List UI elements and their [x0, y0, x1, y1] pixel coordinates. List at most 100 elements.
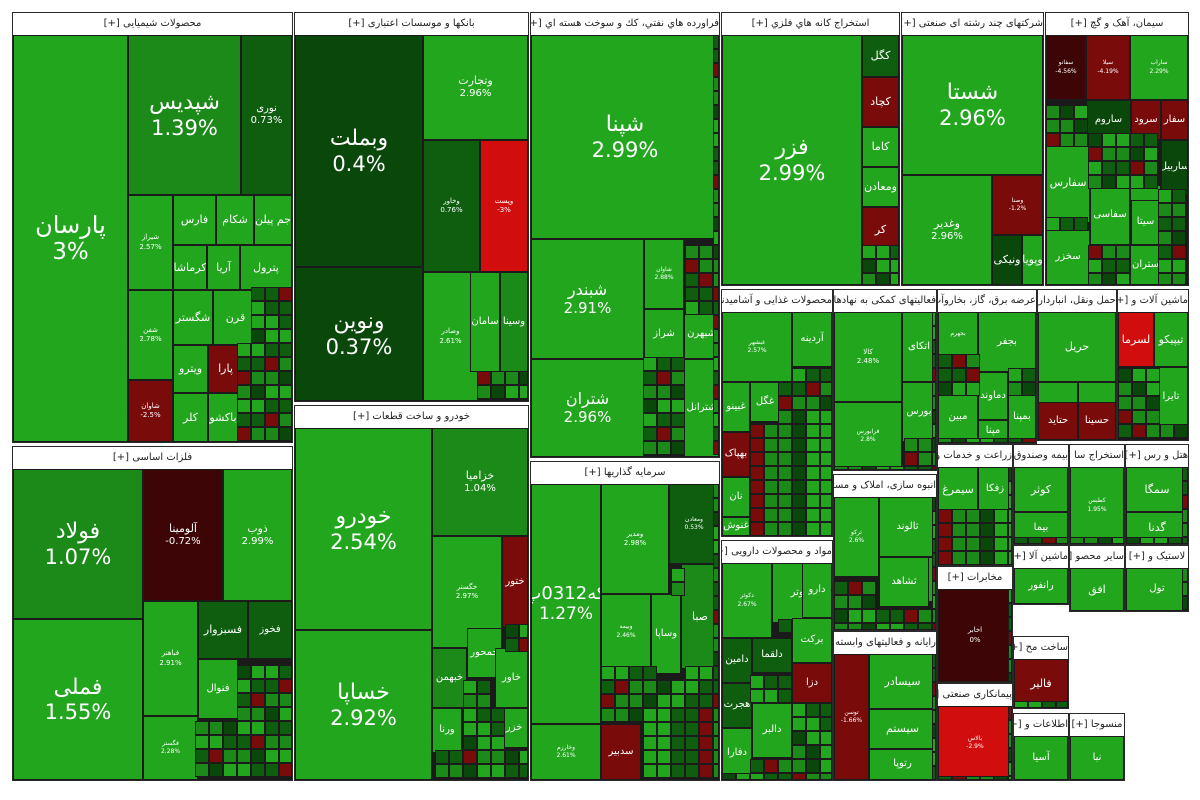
small-stock-tile[interactable]: [820, 731, 832, 745]
small-stock-tile[interactable]: [629, 680, 643, 694]
stock-tile[interactable]: فرابورس 2.8%: [834, 402, 902, 470]
small-stock-tile[interactable]: [932, 382, 936, 396]
stock-tile[interactable]: فارس: [173, 195, 216, 245]
stock-tile[interactable]: وتجارت 2.96%: [423, 35, 528, 140]
small-stock-tile[interactable]: [736, 773, 750, 780]
sector-header[interactable]: پیمانکاری صنعتی [+]: [938, 684, 1012, 707]
small-stock-tile[interactable]: [994, 509, 1008, 523]
small-stock-tile[interactable]: [1060, 217, 1074, 231]
small-stock-tile[interactable]: [505, 371, 519, 385]
sector-header[interactable]: شرکتهای چند رشته ای صنعتی [+]: [902, 13, 1043, 36]
stock-tile[interactable]: ومعادن 0.53%: [669, 484, 719, 564]
small-stock-tile[interactable]: [713, 147, 719, 161]
small-stock-tile[interactable]: [932, 511, 936, 525]
small-stock-tile[interactable]: [862, 623, 876, 630]
stock-tile[interactable]: تیپیکو: [1154, 312, 1188, 367]
small-stock-tile[interactable]: [713, 49, 719, 63]
small-stock-tile[interactable]: [713, 35, 719, 49]
small-stock-tile[interactable]: [778, 773, 792, 780]
small-stock-tile[interactable]: [279, 721, 292, 735]
stock-tile[interactable]: برکت: [792, 618, 832, 663]
sector-header[interactable]: منسوجا [+]: [1070, 714, 1124, 737]
stock-tile[interactable]: دارو: [802, 563, 832, 618]
small-stock-tile[interactable]: [713, 568, 719, 582]
stock-tile[interactable]: سفاسی: [1090, 185, 1130, 245]
small-stock-tile[interactable]: [1028, 701, 1042, 708]
small-stock-tile[interactable]: [848, 623, 862, 630]
sector-header[interactable]: استخراج سا [+]: [1070, 445, 1124, 468]
small-stock-tile[interactable]: [1008, 706, 1012, 720]
small-stock-tile[interactable]: [1008, 438, 1022, 443]
small-stock-tile[interactable]: [713, 357, 719, 371]
stock-tile[interactable]: هجرت: [722, 683, 752, 728]
small-stock-tile[interactable]: [1008, 645, 1012, 659]
small-stock-tile[interactable]: [820, 508, 832, 522]
stock-tile[interactable]: دامین: [722, 638, 752, 683]
small-stock-tile[interactable]: [820, 410, 832, 424]
small-stock-tile[interactable]: [994, 523, 1008, 537]
small-stock-tile[interactable]: [806, 522, 820, 536]
small-stock-tile[interactable]: [671, 385, 685, 399]
small-stock-tile[interactable]: [750, 424, 764, 438]
small-stock-tile[interactable]: [251, 707, 265, 721]
small-stock-tile[interactable]: [237, 763, 251, 777]
sector-header[interactable]: سایر محصو [+]: [1070, 546, 1124, 569]
small-stock-tile[interactable]: [1028, 537, 1042, 544]
small-stock-tile[interactable]: [251, 735, 265, 749]
small-stock-tile[interactable]: [764, 508, 778, 522]
small-stock-tile[interactable]: [938, 537, 952, 551]
small-stock-tile[interactable]: [491, 764, 505, 778]
stock-tile[interactable]: کاما: [862, 127, 899, 167]
small-stock-tile[interactable]: [932, 595, 936, 609]
stock-tile[interactable]: شکام: [216, 195, 254, 245]
small-stock-tile[interactable]: [1060, 105, 1074, 119]
small-stock-tile[interactable]: [778, 494, 792, 508]
small-stock-tile[interactable]: [980, 509, 994, 523]
small-stock-tile[interactable]: [643, 736, 657, 750]
small-stock-tile[interactable]: [251, 343, 265, 357]
stock-tile[interactable]: وپست -3%: [480, 140, 528, 272]
stock-tile[interactable]: کرماشا: [173, 245, 207, 290]
small-stock-tile[interactable]: [764, 522, 778, 536]
small-stock-tile[interactable]: [713, 582, 719, 596]
small-stock-tile[interactable]: [792, 396, 806, 410]
small-stock-tile[interactable]: [237, 749, 251, 763]
small-stock-tile[interactable]: [778, 410, 792, 424]
small-stock-tile[interactable]: [713, 399, 719, 413]
small-stock-tile[interactable]: [209, 721, 223, 735]
small-stock-tile[interactable]: [820, 382, 832, 396]
small-stock-tile[interactable]: [601, 694, 615, 708]
small-stock-tile[interactable]: [685, 245, 699, 259]
small-stock-tile[interactable]: [713, 610, 719, 624]
small-stock-tile[interactable]: [904, 438, 918, 452]
small-stock-tile[interactable]: [657, 413, 671, 427]
small-stock-tile[interactable]: [932, 710, 936, 724]
small-stock-tile[interactable]: [699, 301, 713, 315]
stock-tile[interactable]: ونوین 0.37%: [295, 267, 423, 401]
small-stock-tile[interactable]: [1116, 245, 1130, 259]
small-stock-tile[interactable]: [1182, 495, 1188, 509]
stock-tile[interactable]: وپویا: [1022, 235, 1043, 285]
small-stock-tile[interactable]: [685, 750, 699, 764]
stock-tile[interactable]: رانفور: [1014, 568, 1068, 604]
small-stock-tile[interactable]: [932, 312, 936, 326]
small-stock-tile[interactable]: [279, 749, 292, 763]
stock-tile[interactable]: صبا: [681, 564, 719, 669]
small-stock-tile[interactable]: [1060, 133, 1074, 147]
small-stock-tile[interactable]: [1088, 133, 1102, 147]
stock-tile[interactable]: تول: [1126, 568, 1188, 611]
small-stock-tile[interactable]: [237, 665, 251, 679]
small-stock-tile[interactable]: [1144, 133, 1158, 147]
small-stock-tile[interactable]: [806, 759, 820, 773]
small-stock-tile[interactable]: [806, 382, 820, 396]
small-stock-tile[interactable]: [1172, 217, 1186, 231]
small-stock-tile[interactable]: [1168, 537, 1182, 544]
stock-tile[interactable]: فملی 1.55%: [13, 619, 143, 780]
small-stock-tile[interactable]: [932, 752, 936, 766]
small-stock-tile[interactable]: [643, 357, 657, 371]
small-stock-tile[interactable]: [806, 466, 820, 480]
small-stock-tile[interactable]: [671, 722, 685, 736]
small-stock-tile[interactable]: [713, 413, 719, 427]
stock-tile[interactable]: مبین: [938, 392, 978, 443]
sector-header[interactable]: انبوه سازی، املاک و مستغلات [+]: [834, 475, 936, 498]
